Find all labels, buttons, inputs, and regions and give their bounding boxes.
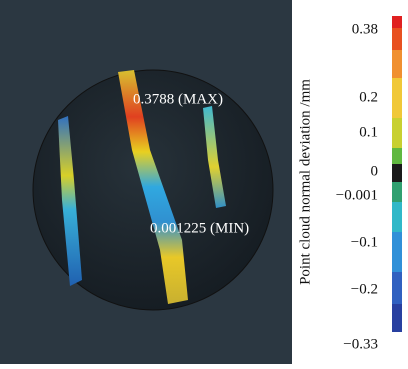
colorbar-segment	[392, 148, 402, 164]
colorbar-segment	[392, 304, 402, 332]
colorbar-tick: −0.1	[351, 234, 378, 250]
max-annotation: 0.3788 (MAX)	[133, 91, 223, 107]
colorbar-tick: −0.33	[343, 336, 378, 352]
colorbar-segment	[392, 16, 402, 28]
page: {"annotations": ["0.3788 (MAX)", "0.0012…	[0, 0, 408, 364]
colorbar-segment	[392, 232, 402, 272]
colorbar-segment	[392, 78, 402, 118]
colorbar-tick: 0.1	[359, 124, 378, 140]
colorbar-segment	[392, 118, 402, 148]
colorbar-tick: 0	[371, 163, 379, 179]
colorbar	[392, 16, 402, 332]
colorbar-segment	[392, 50, 402, 78]
colorbar-segment	[392, 164, 402, 182]
colorbar-label: Point cloud normal deviation /mm	[297, 79, 313, 285]
colorbar-segment	[392, 272, 402, 304]
colorbar-tick: 0.38	[352, 21, 378, 37]
colorbar-segment	[392, 28, 402, 50]
colorbar-segment	[392, 182, 402, 202]
min-annotation: 0.001225 (MIN)	[150, 220, 249, 236]
colorbar-tick: 0.2	[359, 89, 378, 105]
colorbar-segment	[392, 202, 402, 232]
figure: 0.3788 (MAX) 0.001225 (MIN) 0.38 0.2 0.1…	[0, 0, 408, 364]
colorbar-tick: −0.2	[351, 281, 378, 297]
colorbar-tick: −0.001	[336, 187, 378, 203]
